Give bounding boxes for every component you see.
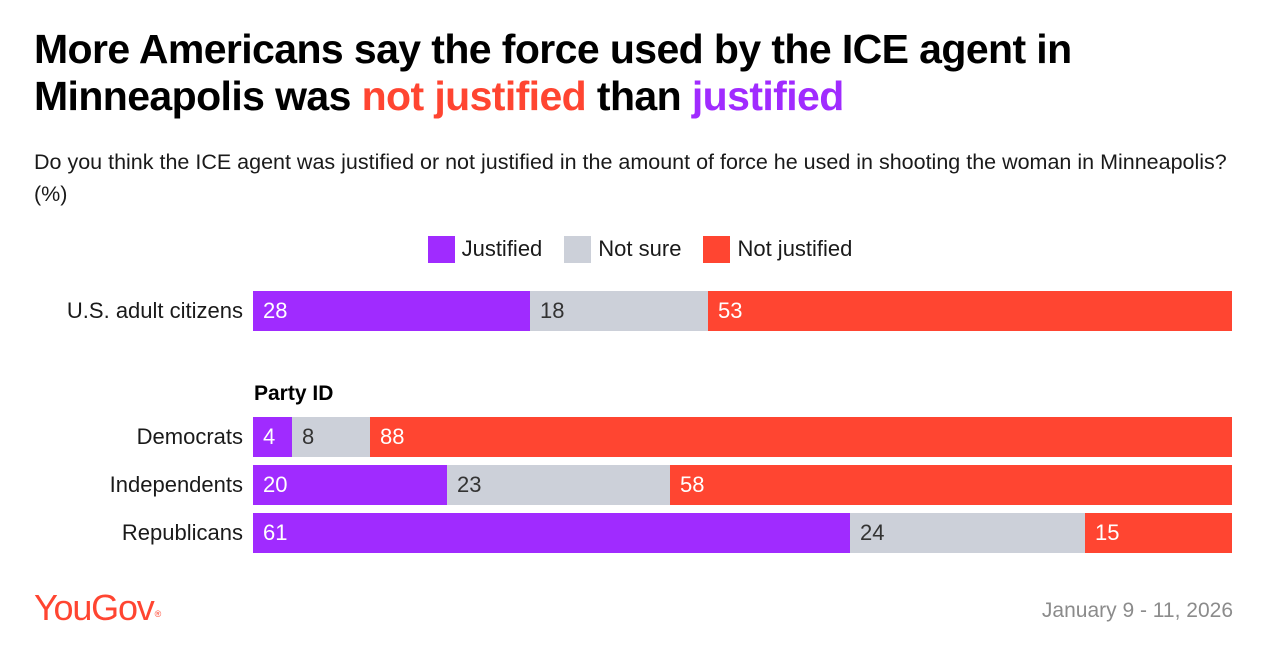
data-label-not-justified-democrats: 88 (380, 424, 405, 449)
bar-row-republicans: 61 24 15 (253, 513, 1232, 553)
bar-row-independents: 20 23 58 (253, 465, 1232, 505)
chart-subtitle: Do you think the ICE agent was justified… (34, 150, 1227, 206)
legend-label-not-sure: Not sure (598, 236, 682, 261)
logo-text: YouGov (34, 587, 155, 628)
data-label-not-justified-independents: 58 (680, 472, 705, 497)
data-label-not-justified-u-s-adult-citizens: 53 (718, 298, 743, 323)
data-label-not-sure-republicans: 24 (860, 520, 885, 545)
bar-segment-not-sure-u-s-adult-citizens (530, 291, 708, 331)
legend-swatch-justified (427, 235, 455, 263)
bar-segment-not-sure-independents (447, 465, 670, 505)
legend-swatch-not-sure (564, 235, 592, 263)
bar-segment-justified-republicans (253, 513, 850, 553)
data-label-not-sure-u-s-adult-citizens: 18 (540, 298, 565, 323)
title-part-2: than (596, 73, 682, 119)
legend: Justified Not sure Not justified (0, 232, 1280, 266)
data-label-not-sure-independents: 23 (457, 472, 482, 497)
yougov-logo: YouGov® (34, 588, 161, 628)
data-label-justified-republicans: 61 (263, 520, 288, 545)
bar-segment-justified-democrats (253, 417, 292, 457)
data-label-not-justified-republicans: 15 (1095, 520, 1120, 545)
bar-segment-not-justified-republicans (1085, 513, 1232, 553)
category-label-independents: Independents (109, 472, 243, 497)
title-highlight-not-justified: not justified (361, 73, 587, 119)
legend-item-not-justified: Not justified (703, 235, 853, 263)
bar-row-democrats: 4 8 88 (253, 417, 1232, 457)
bar-segment-justified-u-s-adult-citizens (253, 291, 530, 331)
category-label-democrats: Democrats (136, 424, 243, 449)
data-label-justified-democrats: 4 (263, 424, 276, 449)
stacked-bar-chart: Party ID U.S. adult citizens 28 18 53 Democra… (0, 270, 1280, 570)
section-label-party-id: Party ID (254, 382, 334, 405)
bar-segment-not-justified-u-s-adult-citizens (708, 291, 1232, 331)
title-part-1: More Americans say the force used by the… (34, 26, 1072, 119)
bar-row-u-s-adult-citizens: 28 18 53 (253, 291, 1232, 331)
legend-label-not-justified: Not justified (737, 236, 853, 261)
chart-title: More Americans say the force used by the… (34, 26, 1254, 120)
category-label-republicans: Republicans (121, 520, 243, 545)
title-highlight-justified: justified (691, 73, 844, 119)
data-label-not-sure-democrats: 8 (302, 424, 315, 449)
legend-item-not-sure: Not sure (564, 235, 682, 263)
bar-segment-justified-independents (253, 465, 447, 505)
bar-segment-not-sure-republicans (850, 513, 1085, 553)
legend-item-justified: Justified (427, 235, 543, 263)
data-label-justified-u-s-adult-citizens: 28 (263, 298, 288, 323)
bar-segment-not-sure-democrats (292, 417, 370, 457)
bar-segment-not-justified-democrats (370, 417, 1232, 457)
legend-label-justified: Justified (461, 236, 543, 261)
survey-date: January 9 - 11, 2026 (1041, 599, 1233, 622)
bar-segment-not-justified-independents (670, 465, 1232, 505)
legend-swatch-not-justified (703, 235, 731, 263)
category-label-u-s-adult-citizens: U.S. adult citizens (66, 298, 243, 323)
logo-registered-mark: ® (154, 609, 162, 619)
data-label-justified-independents: 20 (263, 472, 288, 497)
